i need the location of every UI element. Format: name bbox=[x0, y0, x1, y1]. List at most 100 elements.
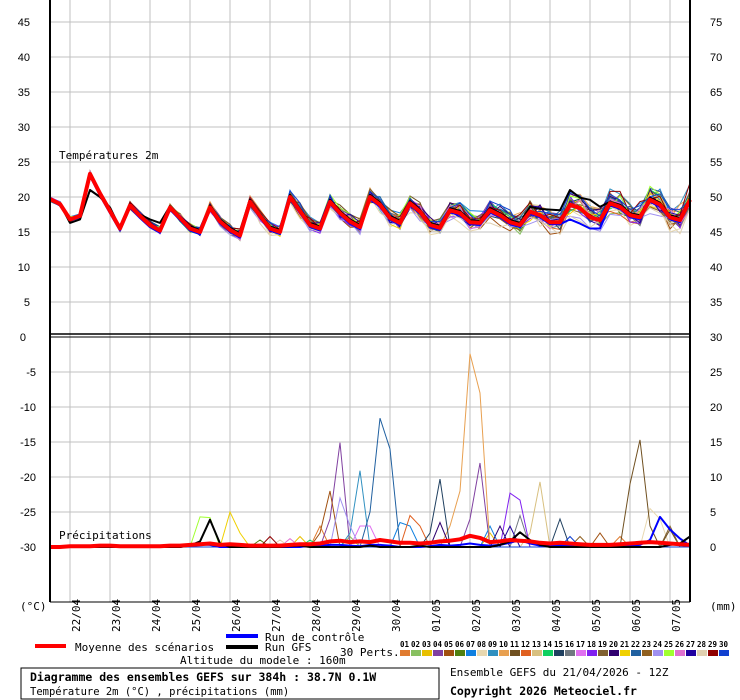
mean-precipitation-line bbox=[50, 533, 691, 549]
perturbation-number: 21 bbox=[620, 640, 630, 649]
run-info: Ensemble GEFS du 21/04/2026 - 12Z bbox=[450, 666, 669, 679]
perturbation-number: 23 bbox=[642, 640, 652, 649]
temperature-left-tick: 15 bbox=[18, 227, 30, 239]
perturbation-number: 15 bbox=[554, 640, 563, 649]
x-tick-label: 03/05 bbox=[510, 599, 523, 632]
perturbation-number: 24 bbox=[653, 640, 663, 649]
member-30-temperature-line bbox=[49, 172, 691, 237]
precipitation-left-tick: -15 bbox=[20, 437, 36, 449]
series-layer bbox=[49, 169, 692, 549]
grid bbox=[50, 0, 690, 602]
x-tick-label: 29/04 bbox=[350, 599, 363, 632]
perturbation-number: 10 bbox=[499, 640, 509, 649]
member-02-temperature-line bbox=[49, 170, 691, 242]
precipitation-right-tick: 25 bbox=[710, 367, 722, 379]
perturbation-swatch bbox=[444, 650, 454, 656]
precipitation-left-tick: -10 bbox=[20, 402, 36, 414]
x-tick-label: 22/04 bbox=[70, 599, 83, 632]
member-21-temperature-line bbox=[49, 173, 691, 238]
legend-gfs-swatch bbox=[226, 645, 258, 649]
perturbation-swatch bbox=[411, 650, 421, 656]
x-tick-label: 25/04 bbox=[190, 599, 203, 632]
temperature-left-tick: 45 bbox=[18, 17, 30, 29]
precipitation-right-tick: 20 bbox=[710, 402, 722, 414]
legend-perts-label: 30 Perts. bbox=[340, 646, 400, 659]
perturbation-swatch bbox=[576, 650, 586, 656]
x-tick-label: 02/05 bbox=[470, 599, 483, 632]
temperature-right-tick: 35 bbox=[710, 297, 722, 309]
perturbation-swatch bbox=[609, 650, 619, 656]
perturbation-swatch bbox=[499, 650, 509, 656]
perturbation-number: 07 bbox=[466, 640, 475, 649]
chart-title: Diagramme des ensembles GEFS sur 384h : … bbox=[30, 670, 376, 684]
unit-right: (mm) bbox=[710, 600, 737, 613]
temperature-right-tick: 50 bbox=[710, 192, 722, 204]
perturbation-number: 27 bbox=[686, 640, 695, 649]
unit-left: (°C) bbox=[20, 600, 47, 613]
perturbation-swatch bbox=[631, 650, 641, 656]
x-tick-label: 26/04 bbox=[230, 599, 243, 632]
x-tick-label: 01/05 bbox=[430, 599, 443, 632]
perturbation-number: 29 bbox=[708, 640, 718, 649]
legend-mean-label: Moyenne des scénarios bbox=[75, 641, 214, 654]
perturbation-number: 26 bbox=[675, 640, 685, 649]
perturbation-number: 08 bbox=[477, 640, 487, 649]
perturbation-number: 11 bbox=[510, 640, 520, 649]
x-tick-label: 27/04 bbox=[270, 599, 283, 632]
perturbation-legend: 01 02 03 04 05 06 07 08 09 10 11 12 13 14 15 16 17 18 19 20… bbox=[400, 640, 729, 656]
perturbation-swatch bbox=[675, 650, 685, 656]
perturbation-number: 19 bbox=[598, 640, 608, 649]
member-03-temperature-line bbox=[49, 172, 691, 236]
perturbation-number: 25 bbox=[664, 640, 673, 649]
title-box bbox=[20, 667, 440, 700]
member-14-temperature-line bbox=[49, 174, 691, 237]
x-tick-label: 24/04 bbox=[150, 599, 163, 632]
perturbation-number: 12 bbox=[521, 640, 530, 649]
perturbation-number: 02 bbox=[411, 640, 420, 649]
temperature-right-tick: 70 bbox=[710, 52, 722, 64]
temperature-left-tick: 5 bbox=[24, 297, 30, 309]
perturbation-number: 14 bbox=[543, 640, 553, 649]
perturbation-swatch bbox=[565, 650, 575, 656]
member-15-temperature-line bbox=[49, 174, 691, 237]
precipitation-right-tick: 0 bbox=[710, 542, 716, 554]
perturbation-number: 13 bbox=[532, 640, 542, 649]
legend-control-label: Run de contrôle bbox=[265, 631, 364, 644]
legend-control-swatch bbox=[226, 634, 258, 638]
perturbation-swatch bbox=[554, 650, 564, 656]
perturbation-swatch bbox=[510, 650, 520, 656]
temperature-left-tick: 25 bbox=[18, 157, 30, 169]
perturbation-swatch bbox=[433, 650, 443, 656]
precipitation-right-tick: 15 bbox=[710, 437, 722, 449]
perturbation-swatch bbox=[664, 650, 674, 656]
temperature-panel-label: Températures 2m bbox=[59, 149, 159, 162]
precipitation-right-tick: 30 bbox=[710, 332, 722, 344]
temperature-right-tick: 55 bbox=[710, 157, 722, 169]
perturbation-number: 28 bbox=[697, 640, 707, 649]
perturbation-swatch bbox=[532, 650, 542, 656]
precipitation-panel-label: Précipitations bbox=[59, 529, 152, 542]
precipitation-left-tick: -25 bbox=[20, 507, 36, 519]
temperature-right-tick: 75 bbox=[710, 17, 722, 29]
precipitation-right-tick: 5 bbox=[710, 507, 716, 519]
x-tick-label: 23/04 bbox=[110, 599, 123, 632]
perturbation-number: 01 bbox=[400, 640, 410, 649]
chart-subtitle: Température 2m (°C) , précipitations (mm… bbox=[30, 686, 289, 698]
precipitation-left-tick: 0 bbox=[20, 332, 26, 344]
perturbation-number: 05 bbox=[444, 640, 453, 649]
perturbation-swatch bbox=[422, 650, 432, 656]
perturbation-number: 22 bbox=[631, 640, 640, 649]
perturbation-number: 09 bbox=[488, 640, 498, 649]
perturbation-swatch bbox=[598, 650, 608, 656]
precipitation-left-tick: -5 bbox=[26, 367, 36, 379]
x-tick-label: 06/05 bbox=[630, 599, 643, 632]
control-temperature-line bbox=[49, 175, 691, 239]
member-22-precipitation-line bbox=[50, 418, 690, 548]
legend: Moyenne des scénarios Run de contrôle Ru… bbox=[35, 631, 729, 667]
precipitation-right-tick: 10 bbox=[710, 472, 722, 484]
member-16-temperature-line bbox=[49, 173, 691, 237]
perturbation-swatch bbox=[466, 650, 476, 656]
perturbation-swatch bbox=[587, 650, 597, 656]
temperature-left-tick: 10 bbox=[18, 262, 30, 274]
